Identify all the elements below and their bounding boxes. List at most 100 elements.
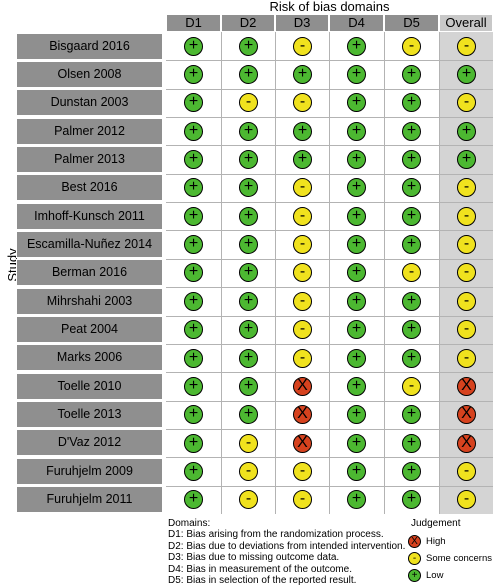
judgement-legend-item-high: X High	[405, 535, 493, 549]
judgement-low-mark: +	[239, 65, 258, 84]
judgement-low-mark: +	[239, 37, 258, 56]
horizontal-gridline	[166, 344, 493, 345]
judgement-low-mark: +	[347, 292, 366, 311]
horizontal-gridline	[166, 145, 493, 146]
vertical-gridline	[275, 32, 276, 514]
column-header-d4: D4	[329, 14, 384, 32]
horizontal-gridline	[166, 117, 493, 118]
judgement-legend-label: Low	[426, 570, 444, 581]
judgement-low-mark: +	[184, 320, 203, 339]
judgement-low-mark: +	[402, 434, 421, 453]
vertical-gridline	[221, 32, 222, 514]
judgement-low-mark: +	[402, 235, 421, 254]
study-label: Mihrshahi 2003	[16, 288, 163, 315]
vertical-gridline	[384, 32, 385, 514]
judgement-low-mark: +	[402, 93, 421, 112]
judgement-low-mark: +	[239, 178, 258, 197]
judgement-low-mark: +	[402, 462, 421, 481]
study-label: Imhoff-Kunsch 2011	[16, 203, 163, 230]
judgement-low-mark: +	[347, 65, 366, 84]
judgement-low-mark: +	[239, 405, 258, 424]
study-label: Furuhjelm 2011	[16, 486, 163, 513]
study-label: Furuhjelm 2009	[16, 458, 163, 485]
column-header-d2: D2	[221, 14, 275, 32]
column-header-overall: Overall	[439, 14, 493, 32]
judgement-low-mark: +	[347, 37, 366, 56]
judgement-low-mark: +	[184, 292, 203, 311]
judgement-some-mark: -	[239, 434, 258, 453]
judgement-low-mark: +	[184, 405, 203, 424]
judgement-some-mark: -	[293, 292, 312, 311]
judgement-low-mark: +	[184, 178, 203, 197]
vertical-gridline	[439, 32, 440, 514]
horizontal-gridline	[166, 316, 493, 317]
horizontal-gridline	[166, 372, 493, 373]
judgement-low-mark: +	[402, 349, 421, 368]
judgement-low-mark: +	[239, 235, 258, 254]
study-label: Dunstan 2003	[16, 89, 163, 116]
judgement-low-mark: +	[184, 462, 203, 481]
domain-legend-item: D5: Bias in selection of the reported re…	[168, 575, 357, 586]
domain-legend-item: D2: Bias due to deviations from intended…	[168, 540, 406, 552]
column-header-d5: D5	[384, 14, 439, 32]
judgement-low-mark: +	[457, 122, 476, 141]
horizontal-gridline	[166, 259, 493, 260]
judgement-high-mark: X	[457, 405, 476, 424]
judgement-low-icon: +	[408, 569, 421, 582]
judgement-low-mark: +	[293, 150, 312, 169]
study-label: Toelle 2013	[16, 401, 163, 428]
judgement-low-mark: +	[184, 490, 203, 509]
domain-legend-item: D4: Bias in measurement of the outcome.	[168, 563, 352, 575]
judgement-legend-label: High	[426, 536, 446, 547]
judgement-some-mark: -	[402, 377, 421, 396]
domains-legend: Domains: D1: Bias arising from the rando…	[168, 518, 408, 586]
judgement-some-mark: -	[293, 349, 312, 368]
study-label: Marks 2006	[16, 344, 163, 371]
horizontal-gridline	[166, 60, 493, 61]
judgement-some-mark: -	[457, 490, 476, 509]
judgement-low-mark: +	[402, 320, 421, 339]
judgement-high-mark: X	[457, 377, 476, 396]
judgement-low-mark: +	[239, 122, 258, 141]
judgement-low-mark: +	[184, 150, 203, 169]
judgement-low-mark: +	[457, 150, 476, 169]
judgement-low-mark: +	[402, 65, 421, 84]
domain-legend-item: D3: Bias due to missing outcome data.	[168, 552, 340, 564]
study-label: Bisgaard 2016	[16, 33, 163, 60]
study-label: Berman 2016	[16, 259, 163, 286]
judgement-some-mark: -	[293, 490, 312, 509]
judgement-some-mark: -	[457, 462, 476, 481]
judgement-some-mark: -	[457, 235, 476, 254]
judgement-some-mark: -	[293, 37, 312, 56]
judgement-low-mark: +	[347, 434, 366, 453]
horizontal-gridline	[166, 287, 493, 288]
judgement-some-mark: -	[293, 263, 312, 282]
judgement-low-mark: +	[347, 93, 366, 112]
horizontal-gridline	[166, 230, 493, 231]
judgement-legend-title: Judgement	[411, 518, 461, 529]
judgement-low-mark: +	[184, 349, 203, 368]
judgement-low-mark: +	[402, 207, 421, 226]
judgement-low-mark: +	[184, 207, 203, 226]
judgement-legend-item-some: - Some concerns	[405, 552, 493, 566]
judgement-low-mark: +	[402, 150, 421, 169]
domains-legend-title: Domains:	[168, 518, 211, 529]
judgement-low-mark: +	[184, 93, 203, 112]
judgement-low-mark: +	[347, 235, 366, 254]
judgement-low-mark: +	[347, 263, 366, 282]
judgement-some-mark: -	[293, 235, 312, 254]
horizontal-gridline	[166, 457, 493, 458]
judgement-some-mark: -	[239, 93, 258, 112]
judgement-low-mark: +	[402, 178, 421, 197]
judgement-low-mark: +	[347, 150, 366, 169]
judgement-low-mark: +	[184, 65, 203, 84]
judgement-high-mark: X	[293, 405, 312, 424]
judgement-low-mark: +	[239, 377, 258, 396]
study-label: Palmer 2012	[16, 118, 163, 145]
judgement-low-mark: +	[184, 235, 203, 254]
judgement-some-mark: -	[457, 207, 476, 226]
judgement-low-mark: +	[347, 178, 366, 197]
horizontal-gridline	[166, 429, 493, 430]
judgement-low-mark: +	[184, 263, 203, 282]
judgement-some-mark: -	[457, 178, 476, 197]
